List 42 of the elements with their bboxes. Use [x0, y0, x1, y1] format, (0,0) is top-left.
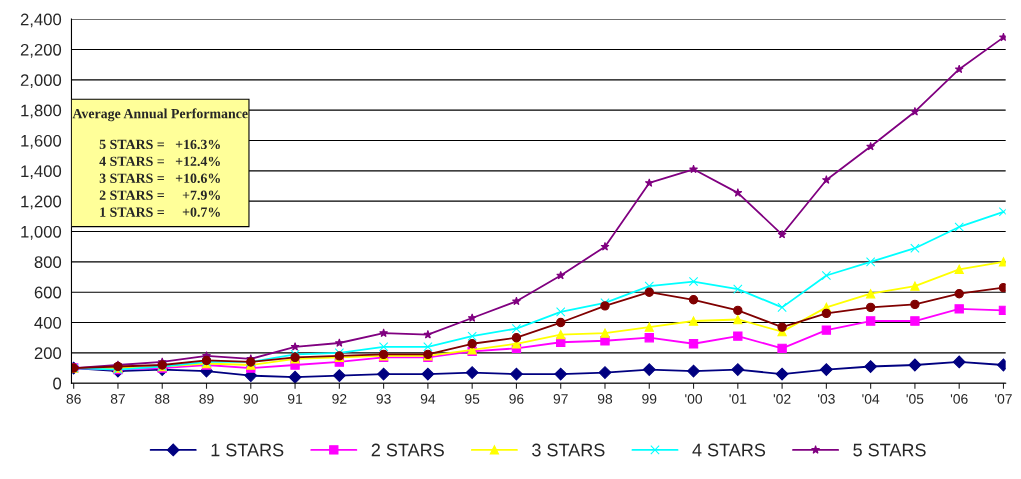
- y-tick-label: 2,000: [20, 74, 62, 89]
- legend-label: 2 STARS: [371, 443, 444, 457]
- y-tick-label: 0: [53, 377, 62, 390]
- y-tick-label: 200: [34, 347, 62, 360]
- x-tick-label: '02: [773, 393, 791, 404]
- annotation: Average Annual Performance: [72, 108, 248, 122]
- x-tick-label: '03: [818, 393, 835, 404]
- x-tick-label: '05: [906, 393, 924, 404]
- x-tick-label: 91: [287, 393, 303, 404]
- legend-label: 4 STARS: [692, 443, 766, 457]
- y-tick-label: 1,800: [21, 104, 62, 119]
- y-tick-label: 400: [34, 316, 62, 329]
- x-tick-label: 94: [420, 393, 436, 404]
- x-tick-label: 88: [155, 393, 170, 404]
- x-tick-label: 90: [243, 393, 258, 404]
- annotation: 5 STARS = +16.3% 4 STARS = +12.4% 3 STARS = +10.6% 2 STARS = +7.9% 1 STARS = +0.7%: [99, 139, 220, 217]
- x-tick-label: 99: [642, 393, 657, 404]
- x-tick-label: '00: [685, 393, 703, 404]
- x-tick-label: '07: [995, 393, 1012, 404]
- legend-label: 5 STARS: [853, 443, 926, 457]
- y-tick-label: 600: [34, 286, 62, 299]
- y-tick-label: 1,000: [21, 225, 62, 240]
- x-tick-label: 92: [332, 393, 347, 404]
- y-tick-label: 1,400: [21, 165, 62, 180]
- y-tick-label: 1,600: [21, 134, 62, 149]
- x-tick-label: 86: [66, 393, 81, 404]
- y-tick-label: 1,200: [21, 195, 62, 210]
- legend-label: 1 STARS: [211, 443, 284, 457]
- y-tick-label: 2,200: [20, 43, 62, 58]
- x-tick-label: '04: [862, 393, 880, 404]
- y-tick-label: 800: [34, 256, 62, 269]
- x-tick-label: 97: [553, 393, 568, 404]
- x-tick-label: 87: [110, 393, 125, 404]
- x-tick-label: 96: [509, 393, 524, 404]
- legend-label: 3 STARS: [532, 443, 605, 457]
- x-tick-label: 93: [376, 393, 391, 404]
- y-tick-label: 2,400: [20, 13, 62, 28]
- x-tick-label: 89: [199, 393, 214, 404]
- x-tick-label: '06: [950, 393, 968, 404]
- x-tick-label: 95: [465, 393, 480, 404]
- x-tick-label: 98: [597, 393, 613, 404]
- x-tick-label: '01: [729, 393, 747, 404]
